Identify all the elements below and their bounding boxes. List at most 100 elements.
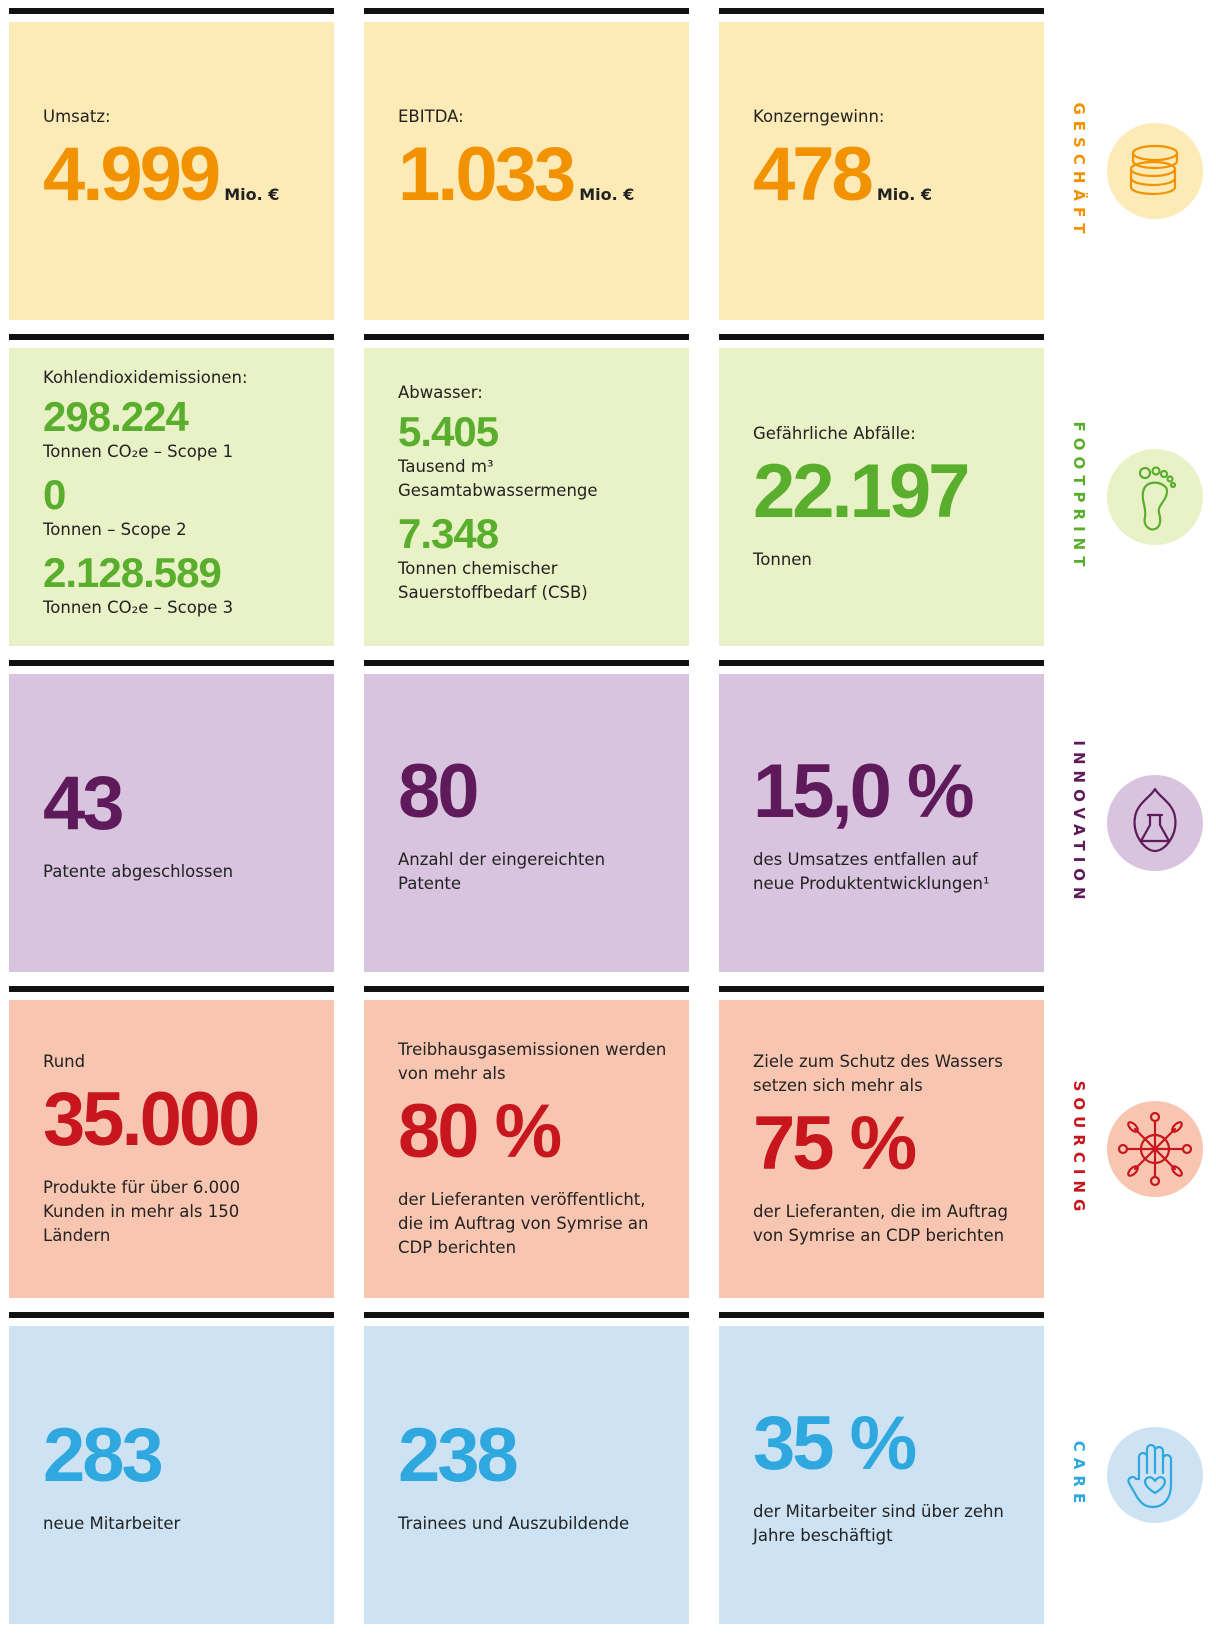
- separator-bar: [364, 660, 689, 666]
- value: 43: [43, 761, 125, 846]
- kpi-tile: 15,0 % des Umsatzes entfallen auf neue Pr…: [719, 674, 1044, 972]
- tile-label: Abwasser:: [398, 383, 483, 402]
- figure-caption: der Lieferanten, die im Auftrag von Symr…: [753, 1202, 1008, 1245]
- tile-label: Ziele zum Schutz des Wassers setzen sich…: [753, 1052, 1003, 1095]
- separator-bar: [9, 660, 334, 666]
- value: 7.348: [398, 510, 499, 557]
- tile-label: Kohlendioxidemissionen:: [43, 368, 248, 387]
- figure-caption: Tonnen chemischer Sauerstoffbedarf (CSB): [398, 559, 588, 602]
- kpi-tile: Abwasser: 5.405 Tausend m³ Gesamtabwasserm…: [364, 348, 689, 646]
- kpi-tile: Kohlendioxidemissionen: 298.224 Tonnen CO₂…: [9, 348, 334, 646]
- value: 22.197: [753, 449, 970, 534]
- figure-value: 75 %: [753, 1102, 1022, 1186]
- unit: Mio. €: [876, 185, 932, 204]
- figure-value: 80: [398, 750, 667, 834]
- value: 5.405: [398, 408, 499, 455]
- value: 80: [398, 749, 480, 834]
- kpi-tile: EBITDA: 1.033 Mio. €: [364, 22, 689, 320]
- section-label: SOURCING: [1070, 1080, 1088, 1218]
- figure-caption: Tonnen CO₂e – Scope 1: [43, 442, 234, 461]
- kpi-tile: 43 Patente abgeschlossen: [9, 674, 334, 972]
- figure-caption: Tonnen CO₂e – Scope 3: [43, 598, 234, 617]
- value: 298.224: [43, 393, 189, 440]
- figure-value: 35 %: [753, 1402, 1022, 1486]
- figure-caption: Patente abgeschlossen: [43, 862, 234, 881]
- separator-bar: [364, 334, 689, 340]
- figure-value: 478 Mio. €: [753, 133, 1022, 237]
- section-icon: [1107, 1101, 1203, 1197]
- kpi-tile: Konzerngewinn: 478 Mio. €: [719, 22, 1044, 320]
- figure-value: 35.000: [43, 1078, 312, 1162]
- separator-bar: [364, 986, 689, 992]
- figure-caption: der Mitarbeiter sind über zehn Jahre bes…: [753, 1502, 1004, 1545]
- separator-bar: [9, 1312, 334, 1318]
- separator-bar: [364, 8, 689, 14]
- separator-bar: [9, 8, 334, 14]
- kpi-tile: 238 Trainees und Auszubildende: [364, 1326, 689, 1624]
- figure-caption: Produkte für über 6.000 Kunden in mehr a…: [43, 1178, 241, 1245]
- figure-caption: Anzahl der eingereichten Patente: [398, 850, 606, 893]
- value: 4.999: [43, 132, 221, 217]
- figure-value: 5.405: [398, 409, 667, 455]
- kpi-tile: Ziele zum Schutz des Wassers setzen sich…: [719, 1000, 1044, 1298]
- value: 0: [43, 471, 66, 518]
- section-label: INNOVATION: [1070, 740, 1088, 906]
- figure-caption: Tausend m³ Gesamtabwassermenge: [398, 457, 598, 500]
- section-icon: [1107, 775, 1203, 871]
- value: 238: [398, 1413, 519, 1498]
- figure-value: 238: [398, 1414, 667, 1498]
- value: 283: [43, 1413, 164, 1498]
- figure-caption: neue Mitarbeiter: [43, 1514, 181, 1533]
- unit: Mio. €: [579, 185, 635, 204]
- value: 2.128.589: [43, 549, 222, 596]
- figure-value: 7.348: [398, 511, 667, 557]
- value: 15,0 %: [753, 749, 975, 834]
- section-label: GESCHÄFT: [1070, 102, 1088, 240]
- kpi-tile: 35 % der Mitarbeiter sind über zehn Jahre…: [719, 1326, 1044, 1624]
- kpi-tile: Umsatz: 4.999 Mio. €: [9, 22, 334, 320]
- tile-label: EBITDA:: [398, 107, 464, 126]
- value: 478: [753, 132, 874, 217]
- section-label: FOOTPRINT: [1070, 421, 1088, 573]
- figure-value: 298.224: [43, 394, 312, 440]
- section-icon: [1107, 123, 1203, 219]
- section-icon: [1107, 449, 1203, 545]
- figure-caption: der Lieferanten veröffentlicht, die im A…: [398, 1190, 649, 1257]
- figure-value: 15,0 %: [753, 750, 1022, 834]
- figure-caption: des Umsatzes entfallen auf neue Produkte…: [753, 850, 990, 893]
- tile-label: Umsatz:: [43, 107, 111, 126]
- kpi-tile: 80 Anzahl der eingereichten Patente: [364, 674, 689, 972]
- separator-bar: [719, 986, 1044, 992]
- value: 75 %: [753, 1101, 917, 1186]
- figure-value: 0: [43, 472, 312, 518]
- figure-value: 22.197: [753, 450, 1022, 534]
- section-label: CARE: [1070, 1440, 1088, 1510]
- figure-value: 2.128.589: [43, 550, 312, 596]
- kpi-tile: Treibhausgasemissionen werden von mehr a…: [364, 1000, 689, 1298]
- kpi-tile: Gefährliche Abfälle: 22.197 Tonnen: [719, 348, 1044, 646]
- kpi-tile: 283 neue Mitarbeiter: [9, 1326, 334, 1624]
- separator-bar: [9, 334, 334, 340]
- tile-label: Treibhausgasemissionen werden von mehr a…: [398, 1040, 667, 1083]
- value: 35.000: [43, 1077, 260, 1162]
- figure-value: 4.999 Mio. €: [43, 133, 312, 237]
- separator-bar: [9, 986, 334, 992]
- figure-caption: Trainees und Auszubildende: [398, 1514, 630, 1533]
- figure-value: 43: [43, 762, 312, 846]
- unit: Mio. €: [224, 185, 280, 204]
- kpi-tile: Rund 35.000 Produkte für über 6.000 Kunden…: [9, 1000, 334, 1298]
- separator-bar: [719, 660, 1044, 666]
- separator-bar: [719, 8, 1044, 14]
- value: 80 %: [398, 1089, 562, 1174]
- value: 1.033: [398, 132, 576, 217]
- tile-label: Gefährliche Abfälle:: [753, 424, 916, 443]
- separator-bar: [364, 1312, 689, 1318]
- separator-bar: [719, 334, 1044, 340]
- section-icon: [1107, 1427, 1203, 1523]
- separator-bar: [719, 1312, 1044, 1318]
- figure-value: 1.033 Mio. €: [398, 133, 667, 237]
- tile-label: Konzerngewinn:: [753, 107, 885, 126]
- figure-value: 283: [43, 1414, 312, 1498]
- figure-caption: Tonnen – Scope 2: [43, 520, 187, 539]
